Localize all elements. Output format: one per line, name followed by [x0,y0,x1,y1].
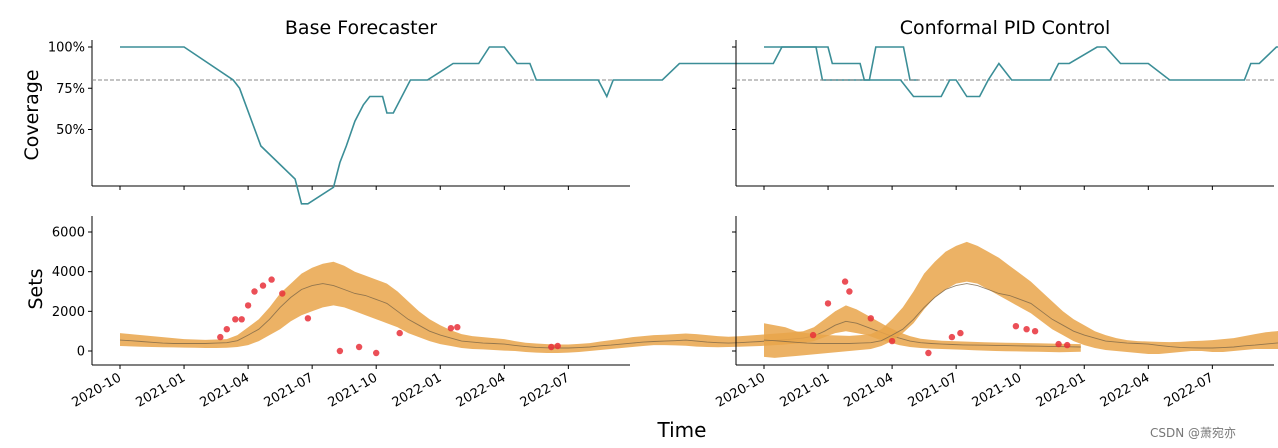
xtick-label-3-7: 2022-07 [1162,370,1217,410]
miss-point-2-7 [268,276,275,283]
miss-point-2-14 [447,325,455,332]
xtick-label-2-4: 2021-10 [326,370,381,410]
xtick-label-3-6: 2022-04 [1098,370,1153,410]
xtick-label-3-1: 2021-01 [778,370,833,410]
miss-point-2-8 [279,290,286,297]
xtick-label-3-4: 2021-10 [970,370,1025,410]
xtick-label-3-2: 2021-04 [842,370,897,410]
miss-point-2-1 [223,326,230,333]
ylabel-sets: Sets [25,268,47,309]
miss-point-3-4 [867,315,874,322]
ytick-label-1: 75% [56,82,85,97]
coverage-line-1 [764,46,1278,98]
miss-point-2-16 [548,343,555,351]
miss-point-2-13 [396,329,403,337]
miss-point-2-10 [336,347,344,355]
miss-point-2-15 [454,324,461,331]
miss-point-3-1 [824,300,832,307]
forecast-line-2 [119,283,1081,349]
xlabel-time: Time [657,418,707,442]
miss-point-3-10 [1023,326,1030,333]
coverage-panel-pid [732,40,1278,190]
ylabel-coverage: Coverage [21,69,43,160]
miss-point-3-9 [1012,323,1020,330]
miss-point-3-3 [846,288,853,295]
xtick-label-2-6: 2022-04 [454,370,509,410]
miss-point-3-8 [957,329,964,337]
xtick-label-2-5: 2022-01 [390,370,445,410]
miss-point-3-5 [888,337,896,345]
coverage-line-0 [120,46,919,205]
ytick-sets-label-2: 4000 [52,265,85,280]
miss-point-3-0 [809,331,817,339]
miss-point-3-13 [1064,341,1071,349]
title-conformal-pid: Conformal PID Control [900,17,1111,39]
miss-point-2-11 [355,343,363,351]
ytick-label-2: 100% [48,41,85,56]
ytick-sets-label-1: 2000 [52,305,85,320]
miss-point-2-5 [251,288,258,295]
forecast-line-3 [763,283,1278,349]
xtick-label-2-3: 2021-07 [262,370,317,410]
miss-point-3-11 [1031,328,1039,335]
watermark: CSDN @萧宛亦 [1150,425,1236,440]
xtick-label-3-5: 2022-01 [1034,370,1089,410]
sets-panel-pid: 2020-10 2021-01 2021-04 2021-07 2021-10 2022-… [713,216,1278,411]
xtick-label-3-0: 2020-10 [713,370,768,410]
coverage-panel-base: 50% 75% 100% [48,40,919,205]
miss-point-3-7 [948,333,956,341]
miss-point-2-0 [217,333,224,341]
title-base-forecaster: Base Forecaster [285,17,437,39]
miss-point-2-4 [244,302,252,309]
xtick-label-2-7: 2022-07 [518,370,573,410]
miss-point-2-12 [373,349,380,357]
miss-point-3-6 [925,349,932,357]
miss-point-2-2 [232,316,239,323]
prediction-set-band-2 [120,261,1081,353]
xtick-label-2-0: 2020-10 [69,370,124,410]
ytick-sets-label-3: 6000 [52,226,85,241]
miss-point-2-9 [304,315,312,322]
miss-point-2-17 [554,342,561,350]
xtick-label-2-1: 2021-01 [134,370,189,410]
miss-point-3-2 [841,278,849,285]
miss-point-2-3 [238,316,245,323]
xtick-label-3-3: 2021-07 [906,370,961,410]
xtick-label-2-2: 2021-04 [198,370,253,410]
miss-point-2-6 [259,282,267,289]
miss-point-3-12 [1055,340,1062,348]
ytick-sets-label-0: 0 [77,345,85,360]
ytick-label-0: 50% [56,123,85,138]
